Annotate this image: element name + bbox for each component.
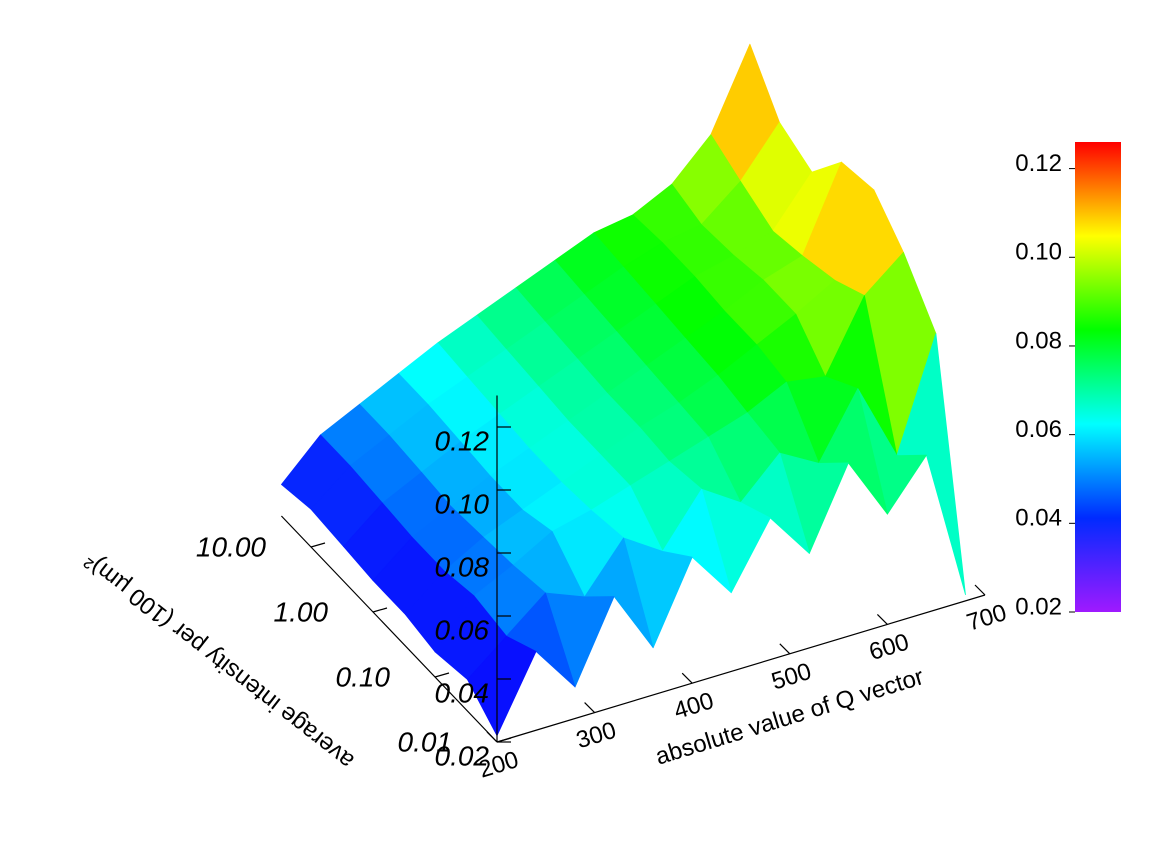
colorbar-tick-label: 0.06 xyxy=(1015,416,1062,443)
x-tick xyxy=(876,613,888,625)
y-tick-label: 0.10 xyxy=(336,661,391,692)
x-tick xyxy=(584,702,596,714)
axes: 2003004005006007000.010.101.0010.000.020… xyxy=(196,395,1010,784)
y-axis-label: average intensity per (100 µm)² xyxy=(79,547,359,774)
y-tick-label: 10.00 xyxy=(196,531,266,562)
x-tick-label: 600 xyxy=(866,629,912,667)
z-tick-label: 0.04 xyxy=(435,677,490,708)
colorbar xyxy=(1075,142,1121,612)
y-tick xyxy=(434,672,450,678)
colorbar-tick-label: 0.08 xyxy=(1015,327,1062,354)
x-tick xyxy=(974,584,986,596)
y-tick-label: 1.00 xyxy=(274,596,329,627)
colorbar-tick-label: 0.02 xyxy=(1015,593,1062,620)
z-tick-label: 0.10 xyxy=(435,488,490,519)
z-tick-label: 0.08 xyxy=(435,551,490,582)
y-tick xyxy=(496,737,512,743)
x-tick-label: 500 xyxy=(768,658,814,696)
x-axis xyxy=(496,594,986,743)
x-tick-label: 400 xyxy=(671,687,717,725)
colorbar-tick-label: 0.10 xyxy=(1015,239,1062,266)
x-tick-label: 300 xyxy=(573,717,619,755)
y-tick xyxy=(310,542,326,548)
z-tick-label: 0.06 xyxy=(435,614,490,645)
colorbar-tick-label: 0.04 xyxy=(1015,505,1062,532)
colorbar-tick-label: 0.12 xyxy=(1015,150,1062,177)
x-tick-label: 700 xyxy=(964,599,1010,637)
x-tick xyxy=(681,672,693,684)
surface-patch xyxy=(467,635,537,737)
z-tick-label: 0.12 xyxy=(435,425,490,456)
y-tick xyxy=(372,607,388,613)
x-tick xyxy=(486,731,498,743)
surface xyxy=(281,43,966,737)
y-axis xyxy=(280,515,498,743)
y-tick-label: 0.01 xyxy=(398,726,453,757)
x-tick xyxy=(779,643,791,655)
z-tick-label: 0.02 xyxy=(435,740,490,771)
